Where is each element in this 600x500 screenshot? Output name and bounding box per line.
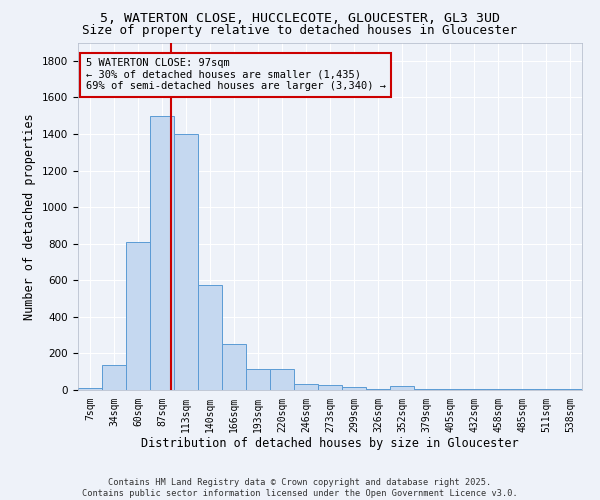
Bar	[390, 386, 414, 390]
Bar	[174, 134, 198, 390]
Bar	[342, 388, 366, 390]
Bar	[486, 389, 510, 390]
Bar	[198, 285, 222, 390]
Bar	[414, 389, 438, 390]
Bar	[102, 366, 126, 390]
Bar	[438, 389, 462, 390]
Bar	[294, 384, 318, 390]
Bar	[462, 389, 486, 390]
Text: 5, WATERTON CLOSE, HUCCLECOTE, GLOUCESTER, GL3 3UD: 5, WATERTON CLOSE, HUCCLECOTE, GLOUCESTE…	[100, 12, 500, 26]
Bar	[126, 242, 150, 390]
X-axis label: Distribution of detached houses by size in Gloucester: Distribution of detached houses by size …	[141, 437, 519, 450]
Bar	[246, 369, 270, 390]
Bar	[366, 389, 390, 390]
Bar	[318, 386, 342, 390]
Bar	[270, 369, 294, 390]
Bar	[222, 344, 246, 390]
Bar	[558, 389, 582, 390]
Bar	[510, 389, 534, 390]
Y-axis label: Number of detached properties: Number of detached properties	[23, 113, 37, 320]
Text: 5 WATERTON CLOSE: 97sqm
← 30% of detached houses are smaller (1,435)
69% of semi: 5 WATERTON CLOSE: 97sqm ← 30% of detache…	[86, 58, 386, 92]
Bar	[534, 389, 558, 390]
Text: Contains HM Land Registry data © Crown copyright and database right 2025.
Contai: Contains HM Land Registry data © Crown c…	[82, 478, 518, 498]
Bar	[150, 116, 174, 390]
Bar	[78, 388, 102, 390]
Text: Size of property relative to detached houses in Gloucester: Size of property relative to detached ho…	[83, 24, 517, 37]
